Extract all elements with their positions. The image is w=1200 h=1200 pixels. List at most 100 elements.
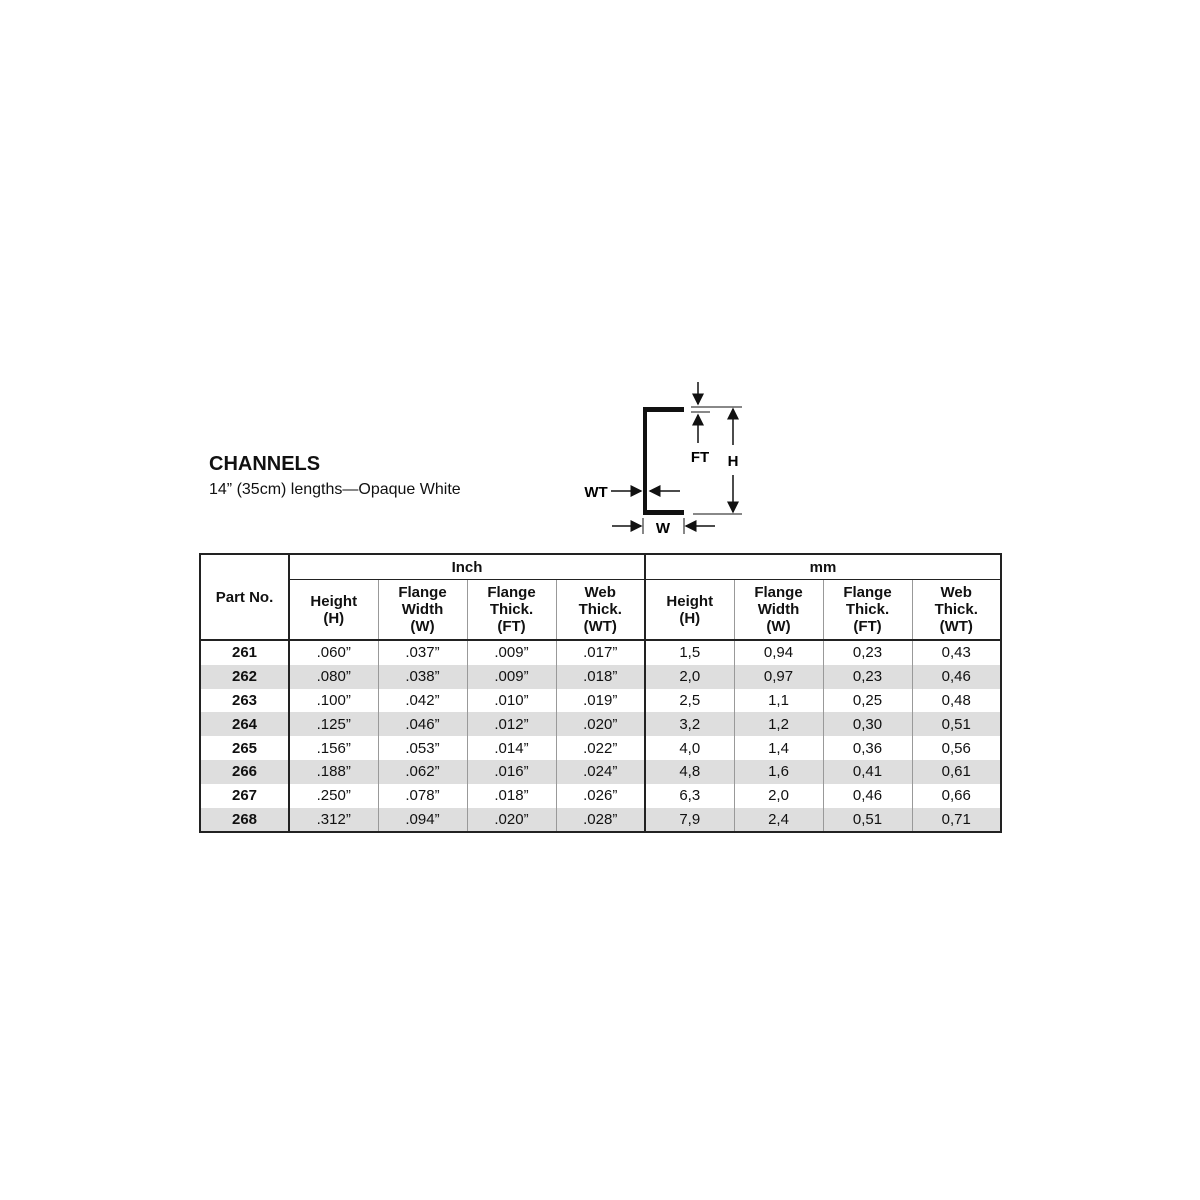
h-label: H [728, 453, 739, 470]
mm-value: 0,61 [911, 759, 1001, 784]
mm-value: 0,71 [911, 807, 1001, 833]
part-number: 265 [199, 736, 289, 760]
mm-column-header: Web Thick. (WT) [911, 579, 1001, 641]
mm-value: 0,48 [911, 688, 1001, 713]
mm-value: 0,36 [822, 736, 912, 760]
table-row: 268.312” .094” .020” .028” 7,9 2,4 0,51 0,71 [199, 807, 1001, 833]
header-line: Web [584, 584, 616, 601]
header-line: Thick. [845, 601, 890, 618]
inch-value: .014” [466, 736, 556, 760]
mm-value: 0,97 [733, 664, 823, 689]
inch-value: .060” [288, 640, 378, 665]
inch-column-header: Height (H) [288, 579, 378, 641]
inch-value: .017” [555, 640, 645, 665]
header-line: Flange [398, 584, 447, 601]
mm-group-header: mm [644, 554, 1001, 580]
inch-value: .009” [466, 640, 556, 665]
inch-column-header: Flange Width (W) [377, 579, 467, 641]
inch-value: .026” [555, 783, 645, 808]
header-line: Height [310, 592, 358, 610]
channel-shape [643, 407, 684, 515]
inch-value: .094” [377, 807, 467, 833]
mm-value: 0,46 [822, 783, 912, 808]
inch-value: .053” [377, 736, 467, 760]
mm-value: 4,8 [644, 759, 734, 784]
header-line: (FT) [497, 618, 526, 635]
mm-column-header: Flange Thick. (FT) [822, 579, 912, 641]
mm-value: 0,25 [822, 688, 912, 713]
inch-value: .080” [288, 664, 378, 689]
mm-value: 0,43 [911, 640, 1001, 665]
mm-value: 4,0 [644, 736, 734, 760]
mm-value: 0,23 [822, 640, 912, 665]
header-line: Thick. [934, 601, 978, 618]
inch-value: .028” [555, 807, 645, 833]
inch-value: .020” [466, 807, 556, 833]
mm-value: 2,0 [733, 783, 823, 808]
inch-group-header: Inch [288, 554, 645, 580]
mm-value: 0,51 [822, 807, 912, 833]
inch-value: .156” [288, 736, 378, 760]
inch-value: .016” [466, 759, 556, 784]
mm-value: 0,51 [911, 712, 1001, 737]
mm-value: 2,5 [644, 688, 734, 713]
mm-value: 3,2 [644, 712, 734, 737]
inch-value: .012” [466, 712, 556, 737]
mm-value: 6,3 [644, 783, 734, 808]
part-number: 263 [199, 688, 289, 713]
table-row: 261.060” .037” .009” .017” 1,5 0,94 0,23 0,43 [199, 640, 1001, 665]
mm-value: 1,1 [733, 688, 823, 713]
mm-column-header: Flange Width (W) [733, 579, 823, 641]
section-subtitle: 14” (35cm) lengths—Opaque White [209, 481, 461, 498]
inch-value: .100” [288, 688, 378, 713]
section-title: CHANNELS [209, 453, 321, 475]
inch-value: .020” [555, 712, 645, 737]
inch-value: .010” [466, 688, 556, 713]
header-line: Flange [487, 584, 536, 601]
header-line: (W) [766, 618, 791, 635]
header-line: Flange [754, 584, 803, 601]
inch-value: .312” [288, 807, 378, 833]
mm-value: 1,6 [733, 759, 823, 784]
inch-column-header: Web Thick. (WT) [555, 579, 645, 641]
table-row: 262.080” .038” .009” .018” 2,0 0,97 0,23 0,46 [199, 664, 1001, 689]
header-line: (H) [323, 609, 345, 627]
mm-value: 0,94 [733, 640, 823, 665]
wt-label: WT [584, 484, 607, 501]
mm-value: 1,2 [733, 712, 823, 737]
inch-value: .042” [377, 688, 467, 713]
mm-value: 2,0 [644, 664, 734, 689]
mm-value: 1,4 [733, 736, 823, 760]
inch-value: .038” [377, 664, 467, 689]
w-label: W [656, 520, 671, 537]
mm-value: 0,23 [822, 664, 912, 689]
mm-value: 0,30 [822, 712, 912, 737]
inch-value: .188” [288, 759, 378, 784]
table-row: 265.156” .053” .014” .022” 4,0 1,4 0,36 0,56 [199, 736, 1001, 760]
inch-column-header: Flange Thick. (FT) [466, 579, 556, 641]
mm-value: 1,5 [644, 640, 734, 665]
header-line: (H) [679, 609, 701, 627]
table-row: 263.100” .042” .010” .019” 2,5 1,1 0,25 0,48 [199, 688, 1001, 713]
part-number: 264 [199, 712, 289, 737]
inch-value: .250” [288, 783, 378, 808]
part-number: 267 [199, 783, 289, 808]
header-line: Width [757, 601, 800, 618]
inch-value: .022” [555, 736, 645, 760]
inch-value: .024” [555, 759, 645, 784]
inch-value: .078” [377, 783, 467, 808]
header-line: (W) [410, 618, 435, 635]
header-line: (FT) [853, 618, 882, 635]
inch-value: .062” [377, 759, 467, 784]
header-line: Thick. [578, 601, 622, 618]
header-line: Thick. [489, 601, 534, 618]
part-number: 262 [199, 664, 289, 689]
header-line: Flange [843, 584, 892, 601]
channels-table: Part No. Inch mm Height (H) Flange Width (W)… [199, 553, 1002, 834]
table-row: 264.125” .046” .012” .020” 3,2 1,2 0,30 0,51 [199, 712, 1001, 737]
part-no-header: Part No. [199, 554, 289, 641]
inch-value: .046” [377, 712, 467, 737]
inch-value: .018” [466, 783, 556, 808]
part-number: 261 [199, 640, 289, 665]
